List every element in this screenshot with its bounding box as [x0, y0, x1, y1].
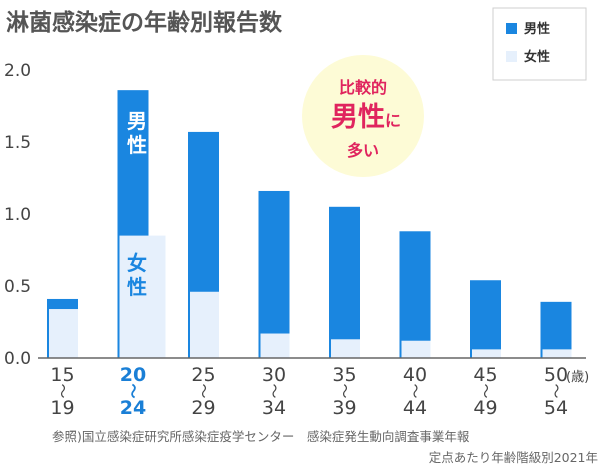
x-tick-from: 50 [544, 364, 568, 386]
callout-line3: 多い [347, 141, 379, 160]
bar-female [331, 339, 360, 358]
bar-female [190, 291, 219, 358]
legend-label-male: 男性 [524, 21, 550, 37]
legend: 男性 女性 [492, 7, 587, 81]
bar-male [329, 206, 360, 358]
x-tick-from: 30 [262, 364, 286, 386]
legend-box [492, 7, 587, 81]
bar-female [472, 349, 501, 358]
y-tick-label: 0.5 [4, 277, 31, 297]
x-tick-to: 39 [332, 397, 356, 419]
x-tick-from: 45 [473, 364, 497, 386]
bar-label-female: 女 [127, 251, 147, 275]
x-tick-tilde: 〜 [477, 383, 495, 398]
bar-female [542, 349, 572, 358]
callout-line1: 比較的 [339, 78, 387, 97]
x-tick-from: 25 [191, 364, 215, 386]
x-tick-from: 20 [120, 364, 146, 386]
x-tick-to: 29 [191, 397, 215, 419]
bar-male [399, 231, 431, 358]
callout-circle [302, 55, 424, 177]
bar-male [470, 280, 501, 358]
bar-female [401, 340, 431, 358]
bar-female [260, 333, 290, 358]
x-tick-from: 40 [403, 364, 427, 386]
y-tick-label: 1.0 [4, 205, 31, 225]
x-tick-to: 54 [544, 397, 568, 419]
x-tick-to: 34 [262, 397, 286, 419]
chart-title: 淋菌感染症の年齢別報告数 [6, 9, 283, 36]
x-tick-tilde: 〜 [406, 383, 424, 398]
source-line-2: 定点あたり年齢階級別2021年 [429, 450, 598, 465]
bar-female [119, 235, 166, 358]
bars [47, 90, 572, 358]
bar-male [258, 190, 290, 358]
y-tick-label: 0.0 [4, 349, 31, 369]
callout-line2-big: 男性 [331, 102, 385, 133]
x-tick-tilde: 〜 [54, 383, 72, 398]
x-tick-from: 35 [332, 364, 356, 386]
x-tick-tilde: 〜 [124, 383, 142, 398]
bar-label-female: 性 [127, 275, 147, 299]
x-tick-to: 44 [403, 397, 427, 419]
legend-label-female: 女性 [524, 49, 550, 65]
x-tick-to: 19 [50, 397, 74, 419]
x-tick-tilde: 〜 [265, 383, 283, 398]
x-tick-to: 49 [473, 397, 497, 419]
callout-line2-small: に [385, 111, 401, 130]
y-tick-label: 2.0 [4, 61, 31, 81]
source-line-1: 参照)国立感染症研究所感染症疫学センター 感染症発生動向調査事業年報 [52, 429, 470, 444]
bar-female [49, 309, 78, 358]
x-tick-tilde: 〜 [195, 383, 213, 398]
callout-line2: 男性に [331, 102, 401, 133]
legend-swatch-male [506, 23, 517, 34]
bar-male [540, 301, 572, 358]
legend-swatch-female [506, 51, 517, 62]
x-axis-unit: (歳) [566, 370, 589, 385]
x-tick-tilde: 〜 [547, 383, 565, 398]
bar-label-male: 性 [127, 133, 147, 157]
callout: 比較的 男性に 多い [302, 55, 424, 177]
x-tick-tilde: 〜 [336, 383, 354, 398]
bar-label-male: 男 [127, 109, 147, 133]
y-axis-ticks: 0.0 0.5 1.0 1.5 2.0 [4, 61, 31, 369]
y-tick-label: 1.5 [4, 133, 31, 153]
x-tick-from: 15 [50, 364, 74, 386]
x-tick-to: 24 [120, 397, 146, 419]
